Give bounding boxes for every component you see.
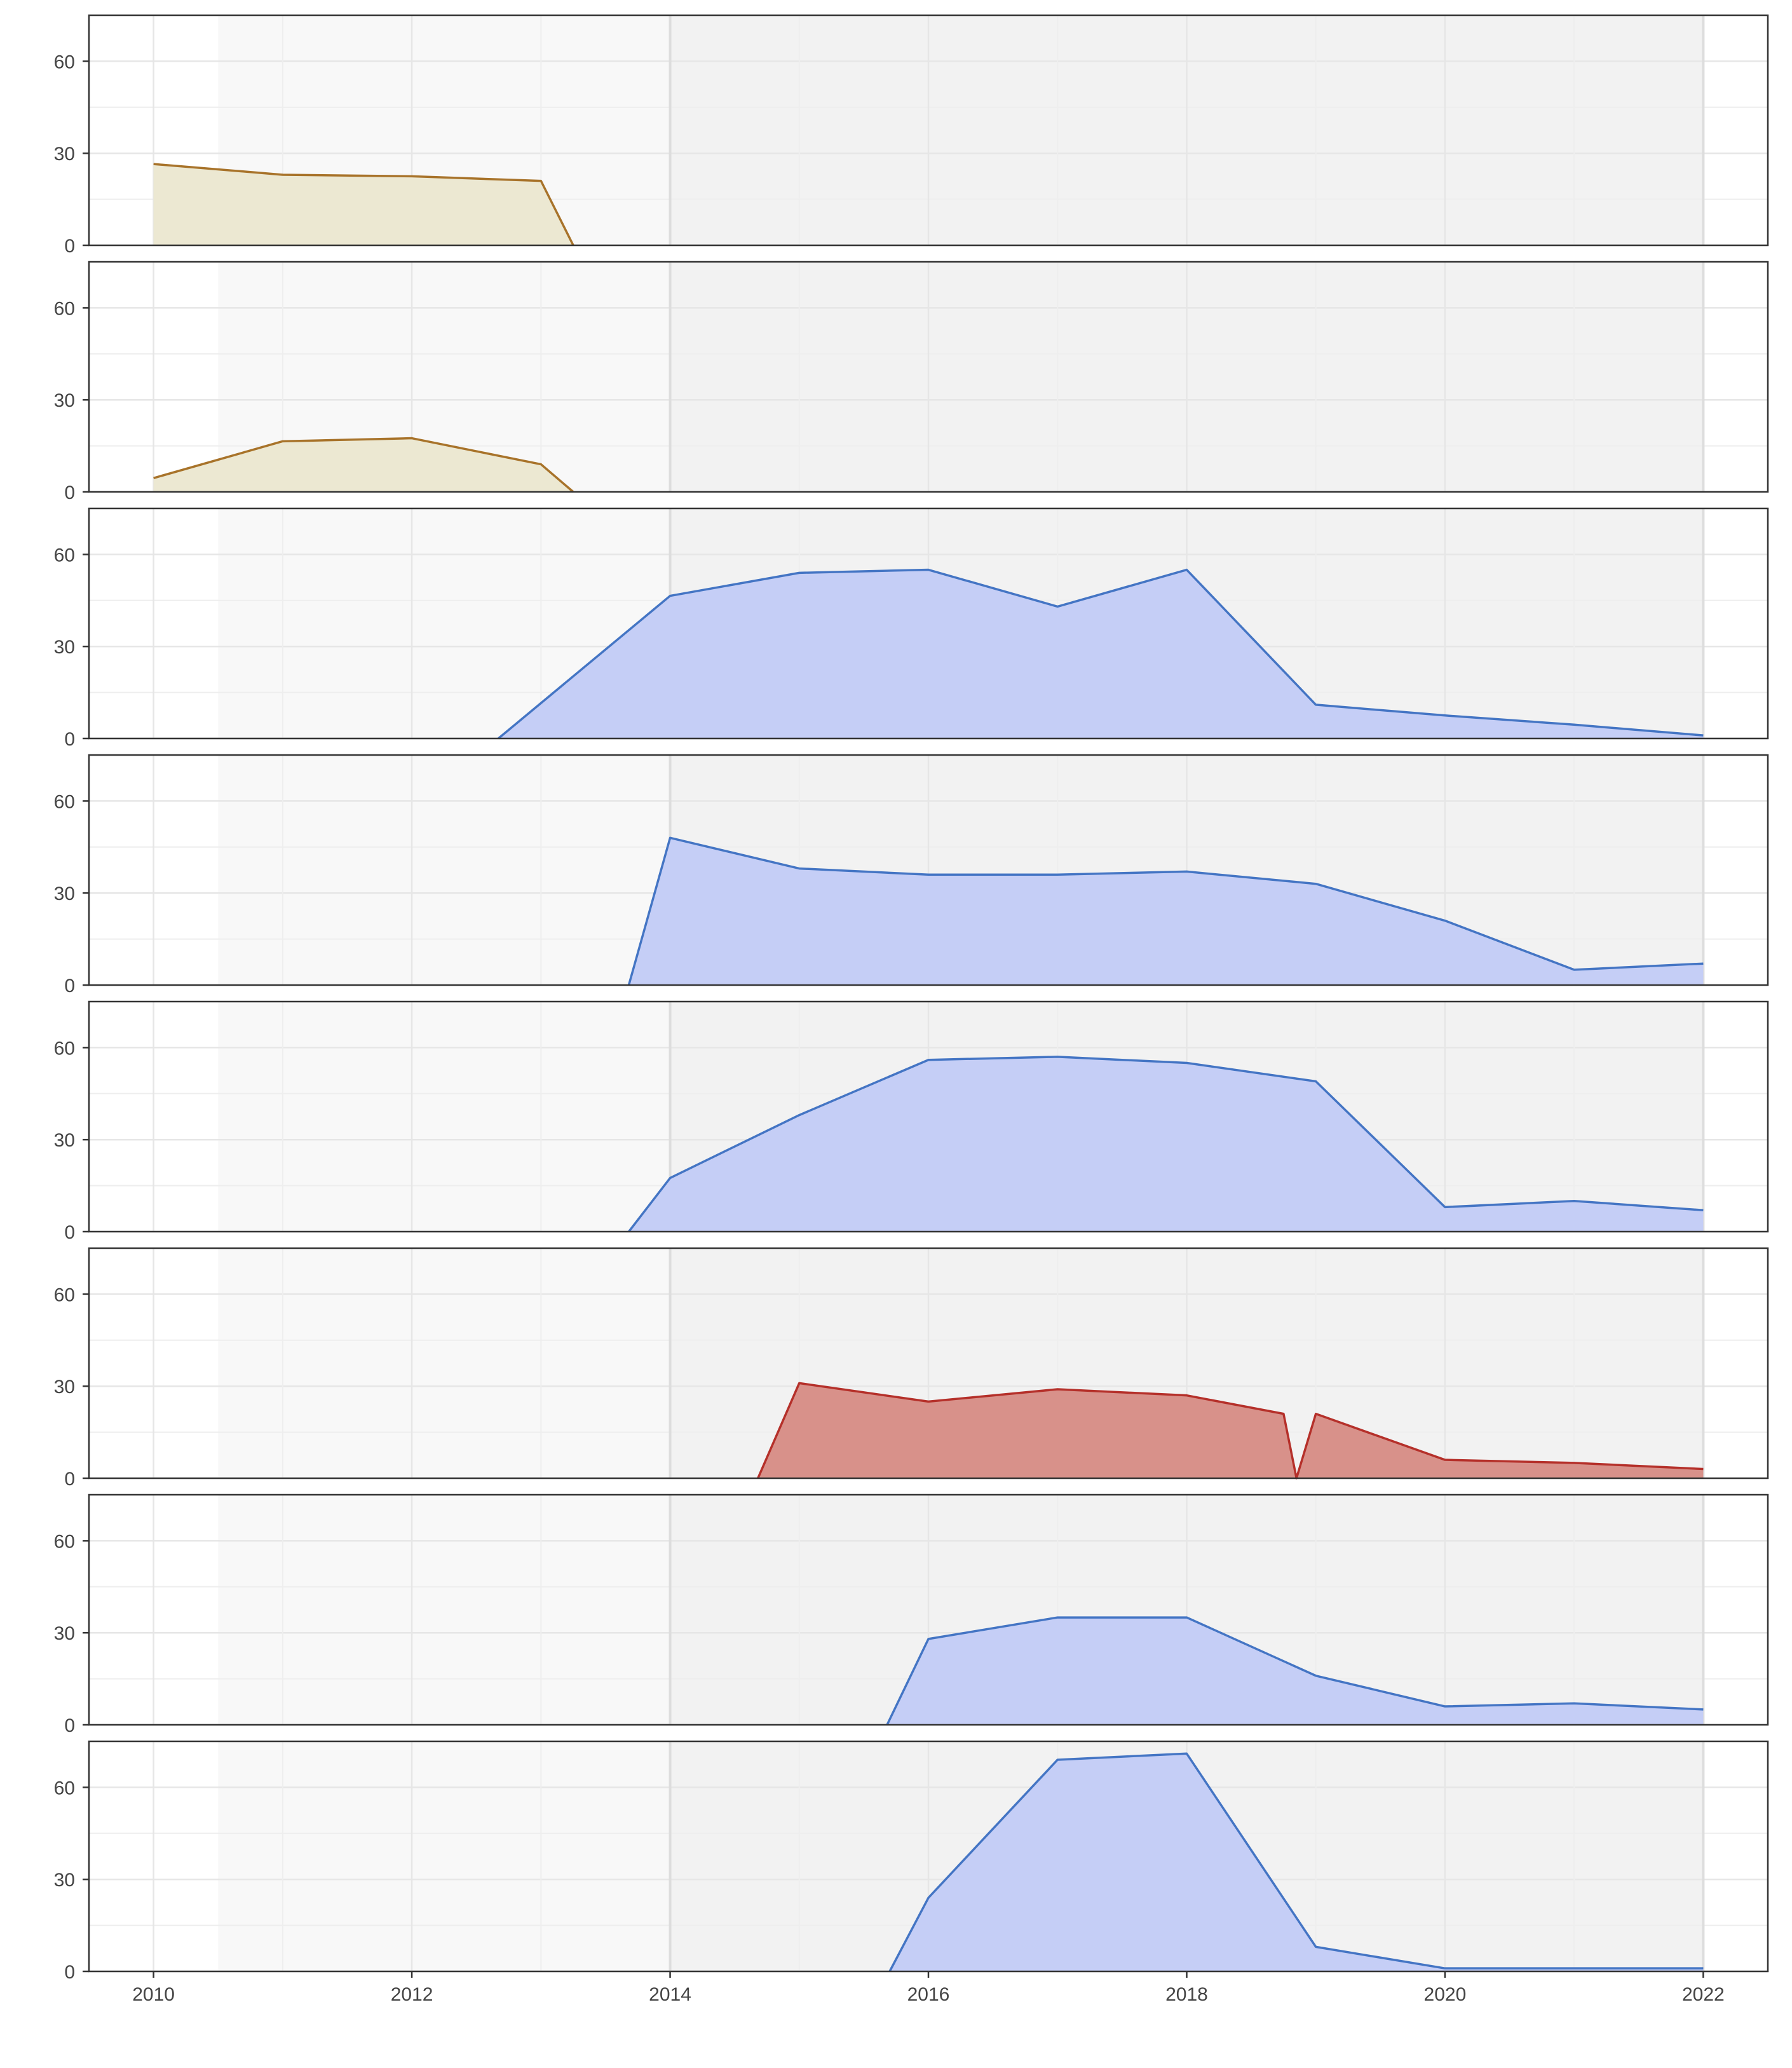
- panel-7: 0 30 60: [54, 1493, 1769, 1736]
- series-line: [886, 1616, 1704, 1725]
- series-line: [757, 1382, 1704, 1480]
- y-tick-label: 60: [54, 1778, 75, 1799]
- y-tick-label: 30: [54, 1130, 75, 1151]
- y-tick-label: 30: [54, 390, 75, 411]
- y-tick-label: 60: [54, 1038, 75, 1059]
- y-tick-label: 60: [54, 545, 75, 566]
- y-tick-label: 30: [54, 1870, 75, 1891]
- series-area: [890, 1753, 1704, 1971]
- panel-1: 0 30 60: [54, 14, 1769, 257]
- y-tick-label: 60: [54, 1531, 75, 1552]
- panel-3: 0 30 60: [54, 507, 1769, 750]
- y-tick-label: 0: [64, 1715, 75, 1736]
- series-line: [153, 163, 574, 246]
- series-line: [888, 1752, 1704, 1972]
- shade-region-early: [218, 1248, 670, 1478]
- series-area: [153, 164, 574, 245]
- series-line: [627, 836, 1704, 986]
- panel-border: [88, 507, 1769, 740]
- y-tick-label: 0: [64, 1962, 75, 1983]
- shade-region-early: [218, 755, 670, 985]
- panel-border: [88, 1000, 1769, 1233]
- y-tick-label: 30: [54, 1623, 75, 1644]
- series-area: [757, 1383, 1704, 1478]
- y-tick-label: 0: [64, 976, 75, 997]
- y-tick-label: 0: [64, 729, 75, 750]
- series-area: [886, 1617, 1704, 1725]
- y-tick-label: 0: [64, 1222, 75, 1243]
- y-tick-label: 30: [54, 1377, 75, 1398]
- y-tick-label: 60: [54, 791, 75, 812]
- series-area: [153, 438, 574, 492]
- y-tick-label: 30: [54, 883, 75, 904]
- x-tick-label: 2010: [132, 1984, 175, 2005]
- y-tick-label: 30: [54, 637, 75, 658]
- y-tick-label: 0: [64, 236, 75, 257]
- y-tick-label: 60: [54, 298, 75, 319]
- series-line: [153, 437, 574, 493]
- y-tick-label: 30: [54, 144, 75, 165]
- x-tick-label: 2012: [391, 1984, 433, 2005]
- x-tick-label: 2020: [1424, 1984, 1467, 2005]
- x-tick-label: 2022: [1682, 1984, 1725, 2005]
- panel-8: 0 30 60 2010 2012 2014 2016 2018 2020 2022: [54, 1740, 1769, 2005]
- y-tick-label: 0: [64, 1469, 75, 1490]
- x-tick-label: 2014: [649, 1984, 691, 2005]
- panel-border: [88, 754, 1769, 986]
- series-area: [628, 1056, 1704, 1232]
- panel-5: 0 30 60: [54, 1000, 1769, 1243]
- x-tick-label: 2018: [1165, 1984, 1208, 2005]
- y-tick-label: 0: [64, 482, 75, 503]
- panel-border: [88, 261, 1769, 493]
- panel-6: 0 30 60: [54, 1247, 1769, 1490]
- series-line: [628, 1056, 1704, 1233]
- panel-4: 0 30 60: [54, 754, 1769, 997]
- series-area: [498, 569, 1704, 738]
- panel-border: [88, 14, 1769, 247]
- panel-border: [88, 1493, 1769, 1726]
- x-tick-label: 2016: [907, 1984, 950, 2005]
- panel-2: 0 30 60: [54, 261, 1769, 503]
- panel-border: [88, 1247, 1769, 1480]
- shade-region-early: [218, 1741, 670, 1971]
- shade-region-early: [218, 1495, 670, 1725]
- series-area: [628, 838, 1704, 985]
- y-tick-label: 60: [54, 51, 75, 72]
- y-tick-label: 60: [54, 1284, 75, 1305]
- series-line: [498, 568, 1704, 740]
- shade-region-early: [218, 1002, 670, 1232]
